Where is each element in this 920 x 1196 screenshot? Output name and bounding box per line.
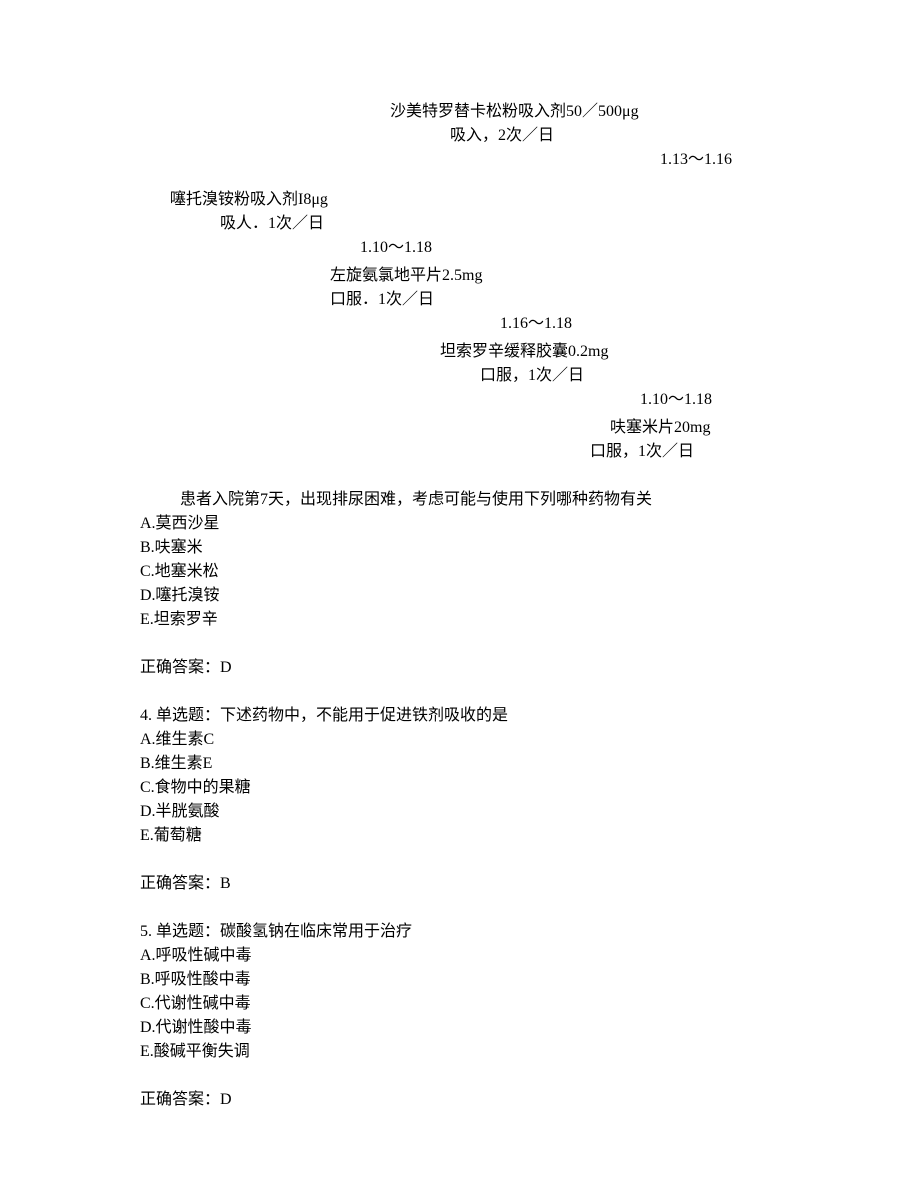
- medication-3: 左旋氨氯地平片2.5mg 口服．1次／日 1.16～1.18: [140, 264, 780, 336]
- med1-date: 1.13～1.16: [140, 148, 780, 172]
- q5-options: A.呼吸性碱中毒 B.呼吸性酸中毒 C.代谢性碱中毒 D.代谢性酸中毒 E.酸碱…: [140, 944, 780, 1064]
- med3-dose: 口服．1次／日: [140, 288, 780, 312]
- q5-opt-c: C.代谢性碱中毒: [140, 992, 780, 1016]
- q5-answer: 正确答案：D: [140, 1088, 780, 1112]
- med1-dose: 吸入，2次／日: [140, 124, 780, 148]
- q3-opt-d: D.噻托溴铵: [140, 584, 780, 608]
- q5-opt-a: A.呼吸性碱中毒: [140, 944, 780, 968]
- med5-dose: 口服，1次／日: [140, 440, 780, 464]
- medication-1: 沙美特罗替卡松粉吸入剂50／500μg 吸入，2次／日 1.13～1.16: [140, 100, 780, 172]
- q4-opt-c: C.食物中的果糖: [140, 776, 780, 800]
- q3-opt-a: A.莫西沙星: [140, 512, 780, 536]
- q4-answer: 正确答案：B: [140, 872, 780, 896]
- q3-opt-e: E.坦索罗辛: [140, 608, 780, 632]
- q5-opt-d: D.代谢性酸中毒: [140, 1016, 780, 1040]
- q3-options: A.莫西沙星 B.呋塞米 C.地塞米松 D.噻托溴铵 E.坦索罗辛: [140, 512, 780, 632]
- q4-opt-b: B.维生素E: [140, 752, 780, 776]
- q4-opt-e: E.葡萄糖: [140, 824, 780, 848]
- medication-2: 噻托溴铵粉吸入剂I8μg 吸人．1次／日 1.10～1.18: [140, 188, 780, 260]
- q5-stem: 5. 单选题：碳酸氢钠在临床常用于治疗: [140, 920, 780, 944]
- q5-opt-e: E.酸碱平衡失调: [140, 1040, 780, 1064]
- med2-date: 1.10～1.18: [140, 236, 780, 260]
- medication-5: 呋塞米片20mg 口服，1次／日: [140, 416, 780, 464]
- med2-name: 噻托溴铵粉吸入剂I8μg: [140, 188, 780, 212]
- med3-date: 1.16～1.18: [140, 312, 780, 336]
- q3-stem: 患者入院第7天，出现排尿困难，考虑可能与使用下列哪种药物有关: [140, 488, 780, 512]
- med4-date: 1.10～1.18: [140, 388, 780, 412]
- q3-opt-b: B.呋塞米: [140, 536, 780, 560]
- q3-opt-c: C.地塞米松: [140, 560, 780, 584]
- med4-name: 坦索罗辛缓释胶囊0.2mg: [140, 340, 780, 364]
- medication-4: 坦索罗辛缓释胶囊0.2mg 口服，1次／日 1.10～1.18: [140, 340, 780, 412]
- q4-opt-a: A.维生素C: [140, 728, 780, 752]
- q5-opt-b: B.呼吸性酸中毒: [140, 968, 780, 992]
- q4-opt-d: D.半胱氨酸: [140, 800, 780, 824]
- med1-name: 沙美特罗替卡松粉吸入剂50／500μg: [140, 100, 780, 124]
- med5-name: 呋塞米片20mg: [140, 416, 780, 440]
- med2-dose: 吸人．1次／日: [140, 212, 780, 236]
- med3-name: 左旋氨氯地平片2.5mg: [140, 264, 780, 288]
- q4-options: A.维生素C B.维生素E C.食物中的果糖 D.半胱氨酸 E.葡萄糖: [140, 728, 780, 848]
- q3-answer: 正确答案：D: [140, 656, 780, 680]
- q4-stem: 4. 单选题：下述药物中，不能用于促进铁剂吸收的是: [140, 704, 780, 728]
- med4-dose: 口服，1次／日: [140, 364, 780, 388]
